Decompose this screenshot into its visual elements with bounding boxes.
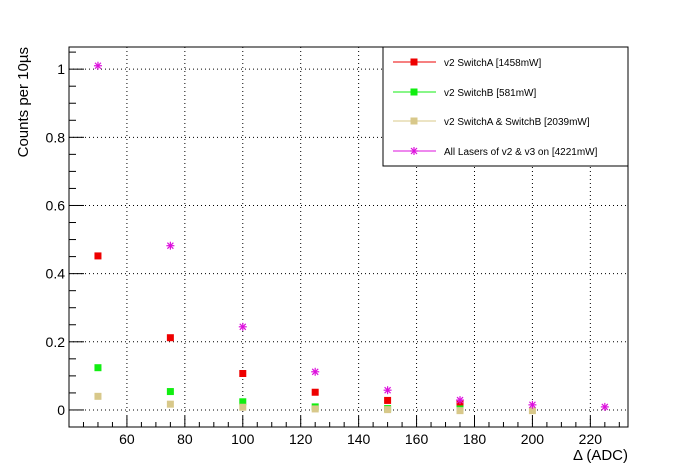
x-tick-label: 100 — [231, 431, 255, 447]
legend-marker — [410, 147, 418, 155]
legend-marker — [410, 88, 418, 96]
legend-marker — [410, 58, 418, 66]
data-point-series-4 — [238, 322, 247, 331]
data-markers — [93, 61, 609, 415]
x-axis-label: Δ (ADC) — [573, 447, 628, 464]
x-tick-label: 220 — [579, 431, 603, 447]
x-tick-label: 80 — [177, 431, 193, 447]
y-axis-label: Counts per 10µs — [15, 47, 32, 157]
legend-label: v2 SwitchA & SwitchB [2039mW] — [444, 117, 590, 128]
y-tick-label: 0 — [57, 402, 65, 418]
data-point-series-3 — [456, 407, 464, 415]
data-point-series-4 — [600, 402, 609, 411]
legend-label: v2 SwitchA [1458mW] — [444, 58, 541, 69]
data-point-series-3 — [384, 406, 392, 414]
data-point-series-4 — [166, 241, 175, 250]
data-point-series-3 — [311, 405, 319, 413]
y-tick-label: 0.4 — [46, 266, 66, 282]
x-tick-label: 160 — [405, 431, 429, 447]
data-point-series-4 — [528, 400, 537, 409]
data-point-series-4 — [456, 396, 465, 405]
legend: v2 SwitchA [1458mW] v2 SwitchB [581mW] v2 … — [382, 46, 629, 167]
x-tick-label: 140 — [347, 431, 371, 447]
data-point-series-1 — [166, 334, 174, 342]
data-point-series-4 — [93, 61, 102, 70]
data-point-series-3 — [239, 403, 247, 411]
y-tick-label: 0.2 — [46, 334, 66, 350]
plot-frame — [68, 46, 629, 428]
data-point-series-1 — [384, 396, 392, 404]
x-tick-label: 120 — [289, 431, 313, 447]
data-point-series-2 — [94, 364, 102, 372]
data-point-series-4 — [311, 367, 320, 376]
data-point-series-3 — [528, 407, 536, 415]
legend-label: All Lasers of v2 & v3 on [4221mW] — [444, 147, 598, 158]
y-axis: 0 0.2 0.4 0.6 0.8 1 — [46, 51, 84, 428]
legend-label: v2 SwitchB [581mW] — [444, 88, 536, 99]
data-point-series-4 — [383, 386, 392, 395]
x-tick-label: 60 — [119, 431, 135, 447]
y-tick-label: 0.8 — [46, 129, 66, 145]
x-tick-label: 180 — [463, 431, 487, 447]
y-tick-label: 1 — [57, 61, 65, 77]
data-point-series-3 — [166, 400, 174, 408]
data-point-series-1 — [239, 369, 247, 377]
x-axis: 60 80 100 120 140 160 180 200 220 — [82, 416, 620, 447]
x-tick-label: 200 — [521, 431, 545, 447]
data-point-series-1 — [456, 400, 464, 408]
data-point-series-3 — [94, 392, 102, 400]
data-point-series-2 — [166, 388, 174, 396]
y-tick-label: 0.6 — [46, 197, 66, 213]
legend-box — [382, 46, 629, 167]
data-point-series-1 — [311, 388, 319, 396]
grid-lines — [69, 47, 628, 427]
data-point-series-2 — [239, 398, 247, 406]
data-point-series-1 — [94, 252, 102, 260]
legend-marker — [410, 117, 418, 125]
